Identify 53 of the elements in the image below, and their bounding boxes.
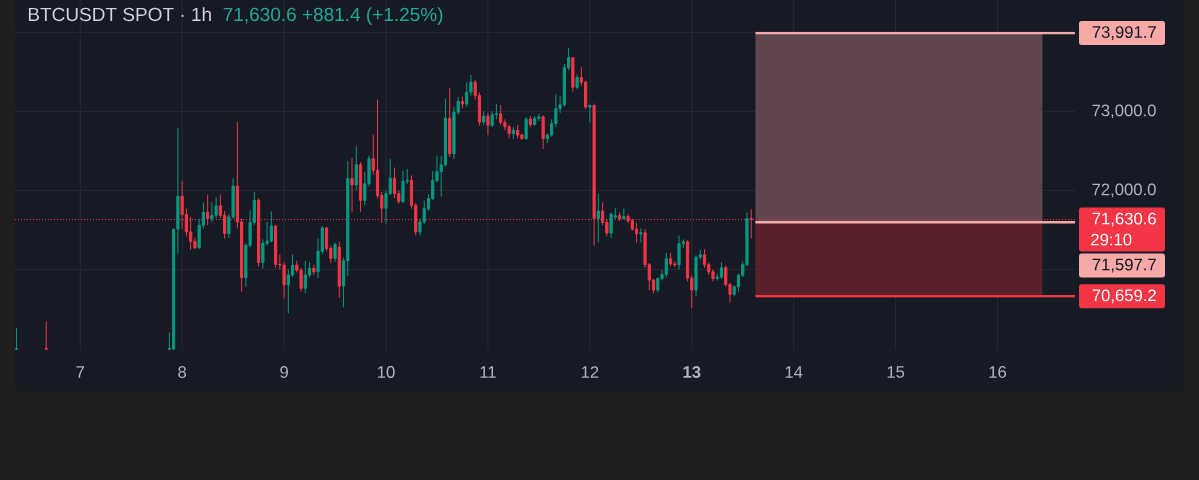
candlestick	[668, 252, 673, 267]
x-tick-label: 15	[887, 366, 905, 378]
candlestick	[210, 201, 214, 223]
text: 29:10	[1091, 233, 1132, 246]
candlestick	[516, 124, 520, 139]
ref-line-label: 71,630.6	[1092, 212, 1156, 227]
candlestick	[511, 126, 516, 140]
candlestick	[524, 116, 528, 141]
candlestick	[312, 264, 316, 276]
x-tick-label: 7	[76, 366, 85, 378]
candlestick	[588, 103, 592, 123]
candlestick	[634, 222, 639, 244]
candlestick	[541, 114, 545, 150]
candlestick	[499, 104, 503, 126]
candlestick	[333, 242, 337, 263]
candlestick	[486, 112, 490, 136]
candlestick	[448, 87, 452, 158]
candlestick	[677, 234, 681, 270]
x-tick-label: 10	[378, 366, 395, 378]
candlestick	[537, 113, 541, 122]
candlestick	[596, 193, 600, 244]
y-tick-label: 73,000.0	[1092, 104, 1156, 119]
candlestick	[214, 196, 218, 219]
candlestick	[533, 115, 537, 127]
candlestick	[528, 115, 532, 128]
ref-line-label: 73,991.7	[1092, 26, 1156, 40]
x-tick-label: 9	[280, 366, 288, 378]
ref-line-label: 70,659.2	[1092, 289, 1156, 304]
x-tick-label: 8	[178, 366, 187, 378]
candlestick	[350, 157, 354, 213]
chart-title: BTCUSDT SPOT · 1h	[28, 7, 211, 22]
x-tick-label: 12	[581, 366, 599, 378]
candlestick	[575, 73, 579, 90]
candlestick	[269, 210, 273, 244]
candlestick	[719, 261, 724, 280]
candlestick	[401, 170, 405, 204]
candlestick	[482, 110, 486, 126]
y-tick-label: 72,000.0	[1092, 183, 1156, 198]
candlestick	[609, 212, 613, 239]
candlestick	[460, 95, 465, 109]
candlestick	[749, 208, 753, 240]
x-tick-label: 14	[785, 366, 803, 378]
x-tick-label: 13	[683, 366, 701, 378]
candlestick	[571, 56, 575, 93]
candlestick	[354, 145, 358, 191]
candlestick	[694, 254, 698, 297]
x-tick-label: 11	[480, 366, 496, 378]
candlestick	[303, 260, 307, 294]
ref-line-label: 71,597.7	[1092, 258, 1156, 273]
candlestick	[622, 208, 626, 221]
chart-subtitle: 71,630.6 +881.4 (+1.25%)	[223, 7, 443, 25]
candlestick	[639, 227, 643, 244]
x-tick-label: 16	[989, 366, 1007, 378]
